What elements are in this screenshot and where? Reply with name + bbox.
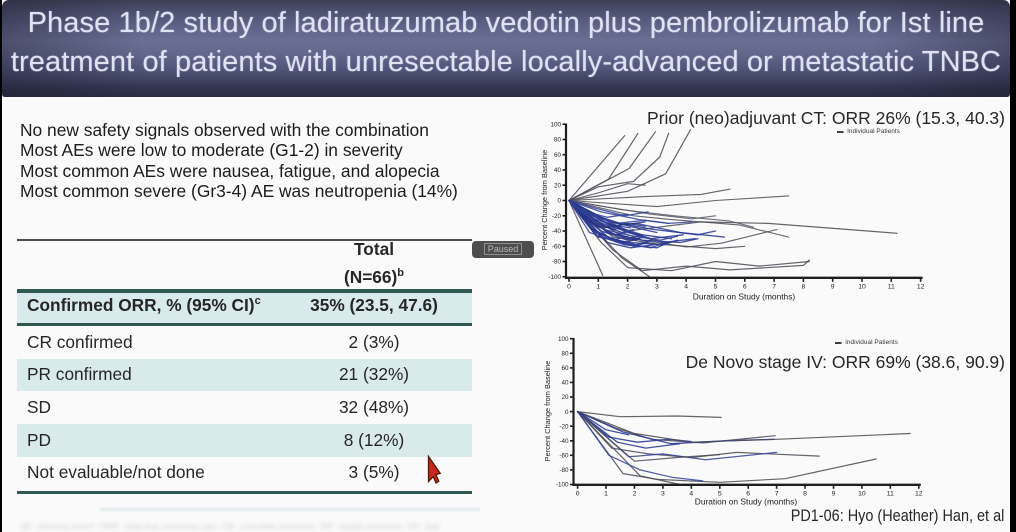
svg-text:-80: -80: [559, 467, 569, 474]
svg-text:4: 4: [689, 490, 693, 497]
svg-text:0: 0: [565, 409, 569, 416]
svg-text:10: 10: [858, 283, 866, 290]
svg-text:-80: -80: [552, 259, 562, 266]
svg-text:9: 9: [832, 490, 836, 497]
svg-text:-20: -20: [552, 213, 562, 220]
svg-text:10: 10: [858, 490, 866, 497]
svg-text:-40: -40: [559, 438, 569, 445]
svg-text:11: 11: [888, 283, 895, 290]
svg-text:5: 5: [718, 490, 722, 497]
svg-text:1: 1: [604, 490, 608, 497]
svg-text:9: 9: [831, 283, 835, 290]
svg-text:-40: -40: [552, 228, 562, 235]
svg-text:7: 7: [772, 283, 776, 290]
svg-text:3: 3: [655, 283, 659, 290]
svg-text:3: 3: [661, 490, 665, 497]
svg-text:12: 12: [917, 283, 925, 290]
svg-text:40: 40: [554, 167, 562, 174]
svg-text:-60: -60: [552, 244, 562, 251]
svg-text:60: 60: [561, 365, 569, 372]
svg-text:-20: -20: [559, 423, 569, 430]
svg-text:-100: -100: [548, 274, 561, 281]
svg-text:0: 0: [576, 490, 580, 497]
svg-text:Percent Change from Baseline: Percent Change from Baseline: [543, 361, 552, 462]
svg-text:1: 1: [596, 283, 600, 290]
svg-text:100: 100: [550, 121, 561, 128]
svg-text:5: 5: [714, 283, 718, 290]
svg-text:80: 80: [554, 137, 562, 144]
svg-text:-60: -60: [559, 453, 569, 460]
svg-text:Percent Change from Baseline: Percent Change from Baseline: [540, 150, 549, 251]
svg-text:11: 11: [887, 490, 894, 497]
svg-text:Duration on Study (months): Duration on Study (months): [693, 292, 796, 302]
svg-text:8: 8: [802, 283, 806, 290]
svg-text:12: 12: [915, 490, 923, 497]
svg-text:8: 8: [803, 490, 807, 497]
svg-text:-100: -100: [556, 482, 569, 489]
svg-text:Duration on Study (months): Duration on Study (months): [695, 497, 798, 507]
svg-text:100: 100: [558, 336, 569, 343]
svg-text:40: 40: [561, 380, 569, 387]
svg-text:0: 0: [557, 198, 561, 205]
svg-text:80: 80: [561, 351, 569, 358]
svg-text:20: 20: [554, 182, 562, 189]
svg-text:2: 2: [626, 283, 630, 290]
svg-text:6: 6: [743, 283, 747, 290]
svg-text:2: 2: [633, 490, 637, 497]
svg-text:7: 7: [775, 490, 779, 497]
svg-text:6: 6: [746, 490, 750, 497]
svg-text:4: 4: [684, 283, 688, 290]
svg-text:0: 0: [567, 283, 571, 290]
svg-text:60: 60: [554, 152, 562, 159]
svg-text:20: 20: [561, 394, 569, 401]
